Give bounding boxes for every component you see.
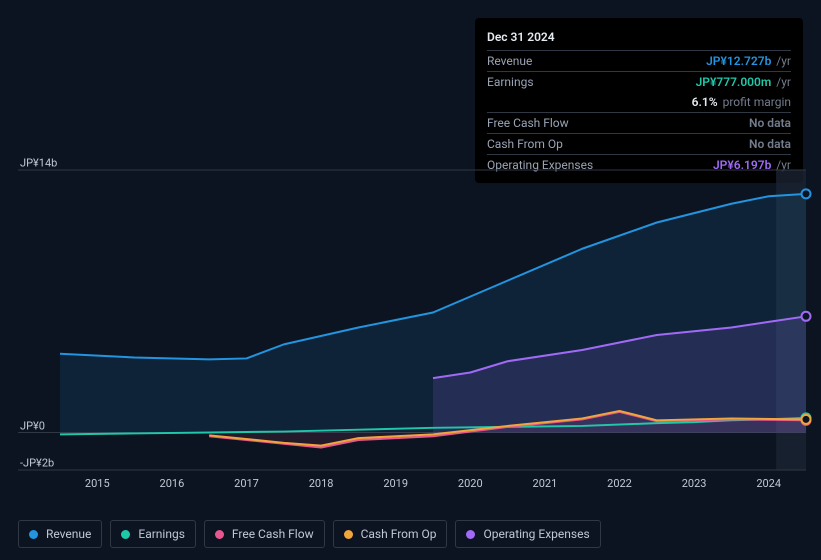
chart-plot[interactable]	[0, 0, 821, 560]
legend-label: Revenue	[46, 527, 91, 541]
legend-item[interactable]: Cash From Op	[333, 520, 448, 548]
legend-label: Cash From Op	[361, 527, 437, 541]
legend-item[interactable]: Free Cash Flow	[204, 520, 325, 548]
series-marker	[802, 415, 811, 424]
legend-item[interactable]: Revenue	[18, 520, 102, 548]
legend-label: Operating Expenses	[483, 527, 589, 541]
legend-label: Free Cash Flow	[232, 527, 314, 541]
chart-container: Dec 31 2024 RevenueJP¥12.727b /yrEarning…	[0, 0, 821, 560]
legend-dot-icon	[29, 530, 38, 539]
legend-dot-icon	[215, 530, 224, 539]
legend-item[interactable]: Operating Expenses	[455, 520, 600, 548]
legend-item[interactable]: Earnings	[110, 520, 196, 548]
legend-dot-icon	[121, 530, 130, 539]
series-marker	[802, 312, 811, 321]
chart-legend: Revenue Earnings Free Cash Flow Cash From O…	[18, 520, 601, 548]
legend-label: Earnings	[138, 527, 185, 541]
legend-dot-icon	[344, 530, 353, 539]
legend-dot-icon	[466, 530, 475, 539]
series-marker	[802, 189, 811, 198]
